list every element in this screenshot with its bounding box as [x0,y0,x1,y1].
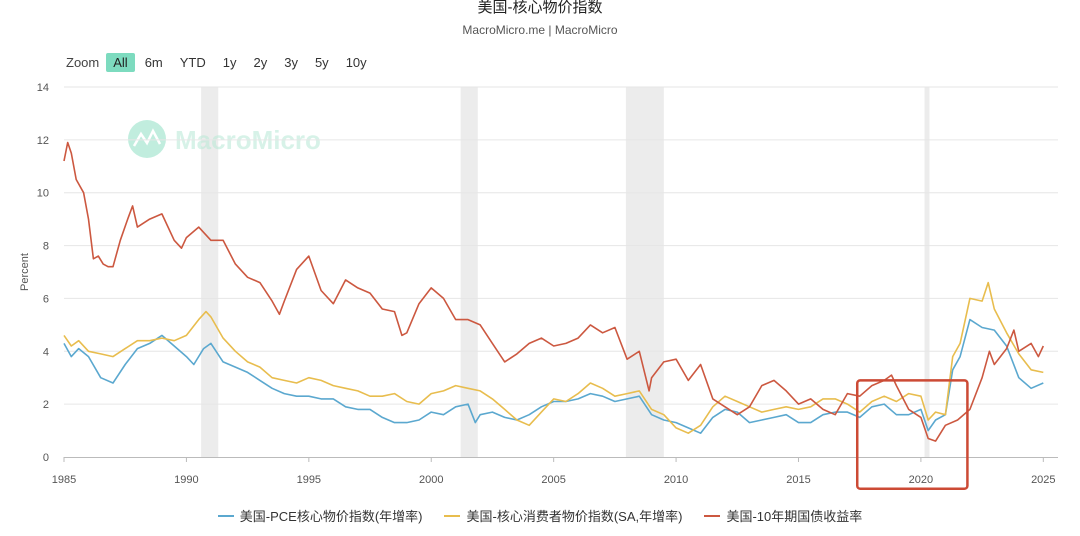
y-tick-label: 12 [37,135,49,147]
y-tick-label: 10 [37,188,49,200]
zoom-button-6m[interactable]: 6m [144,54,163,70]
y-tick-label: 4 [43,346,49,358]
zoom-button-2y[interactable]: 2y [253,54,268,70]
zoom-button-10y[interactable]: 10y [345,54,367,70]
y-tick-label: 6 [43,293,49,305]
y-axis-label: Percent [19,253,31,291]
zoom-label: Zoom [66,54,100,70]
watermark-logo-icon [128,120,166,158]
recession-band-2 [625,87,664,457]
recession-band-3 [924,87,930,457]
x-tick-label: 2010 [664,474,688,486]
legend-swatch-pce [217,514,234,517]
y-tick-label: 14 [37,82,49,94]
x-tick-label: 2015 [786,474,810,486]
legend-swatch-yield [704,514,721,517]
watermark: MacroMicro [128,120,321,158]
zoom-button-3y[interactable]: 3y [284,54,298,70]
legend-label-cpi: 美国-核心消费者物价指数(SA,年增率) [466,509,683,524]
chart-title: 美国-核心物价指数 [477,0,603,16]
legend-label-pce: 美国-PCE核心物价指数(年增率) [239,509,423,524]
x-tick-label: 2005 [541,474,565,486]
legend-swatch-cpi [444,514,461,517]
series-line-cpi [63,281,1044,434]
recession-band-0 [201,87,219,457]
legend-item-pce[interactable]: 美国-PCE核心物价指数(年增率) [217,506,423,525]
x-tick-label: 2000 [419,474,443,486]
x-tick-label: 2025 [1031,474,1055,486]
zoom-button-1y[interactable]: 1y [222,54,237,70]
highlight-box [855,379,969,490]
x-tick-label: 1995 [297,474,321,486]
zoom-button-5y[interactable]: 5y [314,54,329,70]
legend-item-yield[interactable]: 美国-10年期国债收益率 [704,506,862,525]
legend-label-yield: 美国-10年期国债收益率 [726,509,863,524]
zoom-button-ytd[interactable]: YTD [179,54,206,70]
x-tick-label: 2020 [909,474,933,486]
zoom-bar: Zoom All 6m YTD 1y 2y 3y 5y 10y [66,52,377,72]
series-line-pce [63,318,1044,434]
x-tick-label: 1990 [174,474,198,486]
y-tick-label: 0 [43,452,49,464]
y-tick-label: 2 [43,399,49,411]
x-tick-label: 1985 [52,474,76,486]
legend-item-cpi[interactable]: 美国-核心消费者物价指数(SA,年增率) [444,506,682,525]
recession-band-1 [460,87,478,457]
series-line-yield [63,141,1045,442]
chart-legend: 美国-PCE核心物价指数(年增率) 美国-核心消费者物价指数(SA,年增率) 美… [0,506,1080,525]
y-tick-label: 8 [43,241,49,253]
watermark-logo-mark [132,128,162,147]
zoom-button-all[interactable]: All [106,52,135,72]
chart-subtitle: MacroMicro.me | MacroMicro [462,23,618,37]
